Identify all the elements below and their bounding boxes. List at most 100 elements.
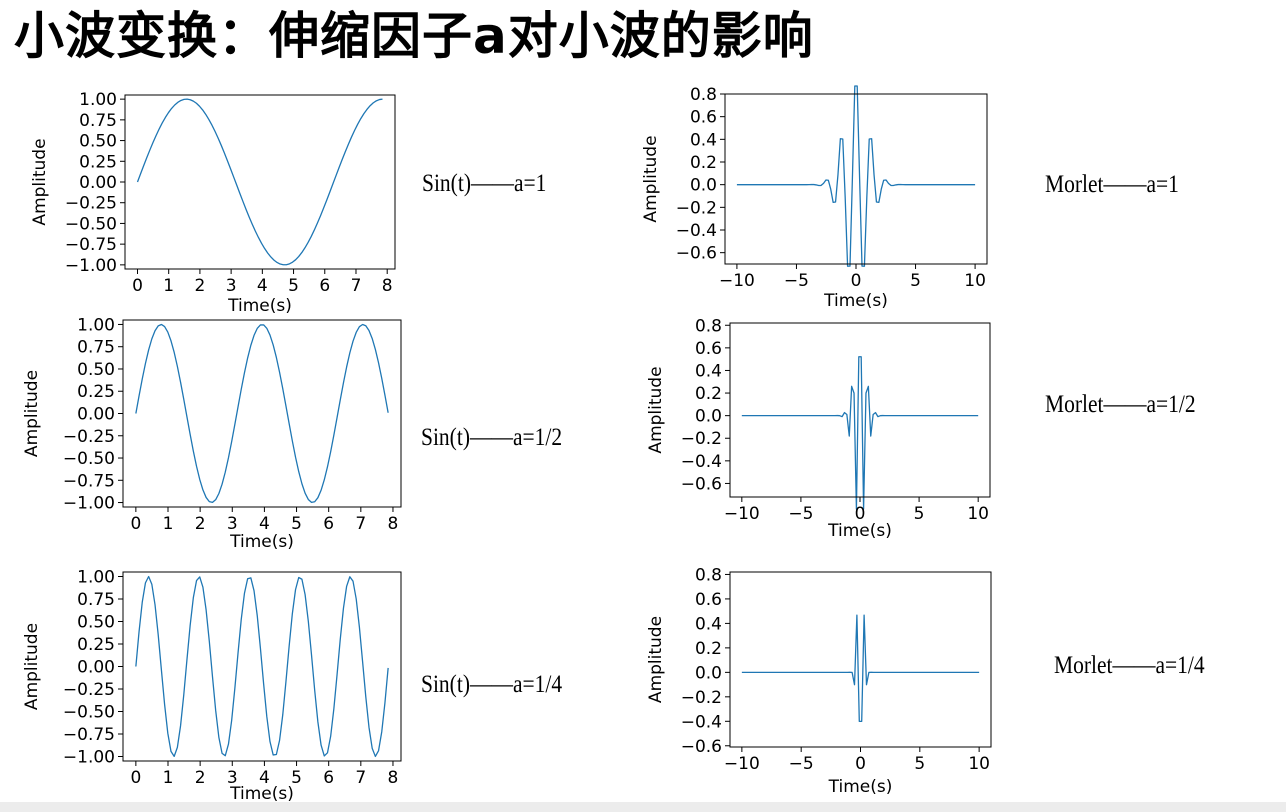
x-axis-label: Time(s)	[229, 784, 294, 804]
x-tick-label: 0	[130, 768, 141, 788]
y-tick-label: 1.00	[77, 315, 115, 335]
x-tick-label: 6	[319, 276, 330, 296]
sin-a2-label: Sin(t)——a=1/2	[421, 424, 563, 451]
x-tick-label: 7	[355, 514, 366, 534]
series-line	[741, 614, 980, 722]
y-tick-label: 0.4	[690, 130, 717, 150]
y-tick-label: −0.25	[63, 680, 115, 700]
y-tick-label: −1.00	[63, 748, 115, 768]
x-tick-label: 4	[259, 768, 270, 788]
sin-a2-chart: 0 1 2 3 4 5 6 7 81.000.750.500.250.00−0.25−0.50−…	[22, 315, 402, 552]
y-tick-label: −0.4	[681, 712, 722, 732]
x-tick-label: 10	[967, 504, 989, 524]
morlet-a1-label: Morlet——a=1	[1045, 171, 1179, 198]
x-tick-label: 0	[855, 754, 866, 774]
y-tick-label: 0.50	[79, 132, 117, 152]
y-tick-label: −0.75	[65, 235, 117, 255]
y-tick-label: −0.4	[676, 221, 717, 241]
series-line	[736, 85, 976, 267]
x-tick-label: −5	[784, 271, 809, 291]
y-tick-label: 0.75	[77, 590, 115, 610]
y-tick-label: 0.8	[690, 85, 717, 105]
y-tick-label: −0.50	[63, 449, 115, 469]
x-axis-label: Time(s)	[823, 291, 888, 311]
x-tick-label: 7	[355, 768, 366, 788]
x-tick-label: 5	[910, 271, 921, 291]
y-tick-label: −0.2	[681, 429, 722, 449]
morlet-a2-chart: −10 −5 0 5 10 0.8 0.60.4 0.2 0.0−0.2 −0.4−0.6 Time…	[646, 316, 991, 541]
x-tick-label: 5	[914, 504, 925, 524]
x-tick-label: 10	[968, 754, 990, 774]
y-tick-label: 0.75	[79, 111, 117, 131]
y-tick-label: −0.6	[676, 244, 717, 264]
x-tick-label: −10	[719, 271, 755, 291]
x-tick-label: 5	[291, 514, 302, 534]
y-tick-label: 0.0	[695, 663, 722, 683]
y-axis-label: Amplitude	[646, 366, 666, 453]
morlet-a4-label: Morlet——a=1/4	[1054, 652, 1205, 679]
y-tick-label: −0.75	[63, 725, 115, 745]
x-axis-label: Time(s)	[828, 777, 893, 797]
x-tick-label: 0	[855, 504, 866, 524]
y-tick-label: 0.2	[695, 384, 722, 404]
sin-a4-label: Sin(t)——a=1/4	[421, 671, 563, 698]
sin-a1-chart: 0 1 2 3 4 5 6 7 81.000.750.500.250.00−0.25−0.50−…	[30, 90, 396, 316]
y-tick-label: 1.00	[77, 568, 115, 588]
y-tick-label: 0.6	[695, 339, 722, 359]
series-line	[741, 356, 979, 510]
x-tick-label: −5	[789, 754, 814, 774]
y-tick-label: −0.50	[65, 214, 117, 234]
y-tick-label: 0.00	[77, 405, 115, 425]
y-tick-label: −0.25	[65, 194, 117, 214]
series-line	[135, 323, 389, 504]
x-tick-label: 3	[227, 514, 238, 534]
x-tick-label: 2	[195, 514, 206, 534]
x-tick-label: −10	[724, 754, 760, 774]
y-tick-label: 0.25	[77, 635, 115, 655]
axes-frame	[122, 319, 402, 508]
morlet-a2-label: Morlet——a=1/2	[1045, 391, 1196, 418]
x-axis-label: Time(s)	[229, 532, 294, 552]
y-tick-label: −0.2	[681, 688, 722, 708]
y-tick-label: 0.0	[695, 407, 722, 427]
y-tick-label: 0.2	[695, 639, 722, 659]
y-tick-label: −0.25	[63, 427, 115, 447]
y-tick-label: 1.00	[79, 90, 117, 110]
y-tick-label: −1.00	[63, 494, 115, 514]
x-tick-label: 8	[382, 276, 393, 296]
y-tick-label: −0.6	[681, 737, 722, 757]
y-tick-label: −0.75	[63, 471, 115, 491]
y-tick-label: 0.50	[77, 613, 115, 633]
x-tick-label: 0	[132, 276, 143, 296]
y-tick-label: −0.2	[676, 198, 717, 218]
y-tick-label: 0.50	[77, 360, 115, 380]
axes-frame	[724, 93, 988, 265]
y-tick-label: 0.25	[77, 382, 115, 402]
x-tick-label: 0	[851, 271, 862, 291]
sin-a1-label: Sin(t)——a=1	[422, 170, 547, 197]
y-tick-label: 0.75	[77, 338, 115, 358]
x-tick-label: 4	[259, 514, 270, 534]
y-axis-label: Amplitude	[22, 623, 42, 710]
y-tick-label: 0.8	[695, 316, 722, 336]
y-tick-label: 0.25	[79, 152, 117, 172]
y-tick-label: −0.6	[681, 474, 722, 494]
x-axis-label: Time(s)	[827, 521, 892, 541]
y-tick-label: 0.00	[79, 173, 117, 193]
slide-title: 小波变换：伸缩因子a对小波的影响	[14, 7, 814, 65]
y-tick-label: 0.6	[690, 108, 717, 128]
x-tick-label: 8	[388, 514, 399, 534]
y-axis-label: Amplitude	[641, 135, 661, 222]
x-tick-label: 8	[388, 768, 399, 788]
x-tick-label: 1	[163, 768, 174, 788]
series-line	[135, 575, 389, 758]
y-tick-label: 0.4	[695, 614, 722, 634]
x-axis-label: Time(s)	[227, 296, 292, 316]
y-axis-label: Amplitude	[646, 616, 666, 703]
x-tick-label: −10	[724, 504, 760, 524]
series-line	[136, 98, 383, 266]
y-tick-label: 0.0	[690, 176, 717, 196]
y-axis-label: Amplitude	[30, 138, 50, 225]
x-tick-label: 5	[291, 768, 302, 788]
y-tick-label: −0.50	[63, 703, 115, 723]
